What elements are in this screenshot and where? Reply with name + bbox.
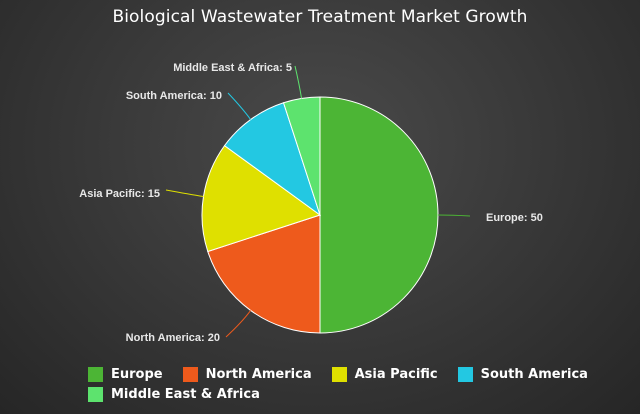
legend-item-europe[interactable]: Europe <box>88 366 163 383</box>
legend-label: Europe <box>111 367 163 382</box>
legend-item-middle-east-africa[interactable]: Middle East & Africa <box>88 386 260 403</box>
legend-label: South America <box>480 367 588 382</box>
data-label-north-america: North America: 20 <box>126 332 220 344</box>
pie-slice-europe[interactable] <box>319 96 439 334</box>
legend-label: Middle East & Africa <box>111 387 260 402</box>
legend-item-asia-pacific[interactable]: Asia Pacific <box>331 366 438 383</box>
data-label-europe: Europe: 50 <box>486 212 543 224</box>
legend-label: Asia Pacific <box>354 367 438 382</box>
data-label-middle-east-africa: Middle East & Africa: 5 <box>173 62 292 74</box>
leader-line-south-america <box>227 92 252 120</box>
pie-slice-asia-pacific[interactable] <box>201 144 322 253</box>
legend-label: North America <box>205 367 312 382</box>
leader-line-north-america <box>225 310 252 338</box>
legend-swatch <box>182 367 198 382</box>
data-label-asia-pacific: Asia Pacific: 15 <box>79 188 160 200</box>
pie-slice-north-america[interactable] <box>207 214 321 334</box>
leader-line-asia-pacific <box>165 189 204 198</box>
chart-title: Biological Wastewater Treatment Market G… <box>112 7 528 27</box>
leader-line-europe <box>437 214 471 217</box>
data-label-south-america: South America: 10 <box>126 90 222 102</box>
pie-slice-south-america[interactable] <box>223 102 321 217</box>
pie-slice-middle-east-africa[interactable] <box>282 96 321 216</box>
legend-swatch <box>457 367 473 382</box>
legend-item-north-america[interactable]: North America <box>182 366 312 383</box>
legend: Europe North America Asia Pacific South Ame… <box>88 366 608 403</box>
legend-item-south-america[interactable]: South America <box>457 366 588 383</box>
legend-swatch <box>88 367 103 382</box>
leader-line-middle-east-africa <box>294 65 303 99</box>
legend-swatch <box>88 387 103 402</box>
legend-swatch <box>331 367 347 382</box>
